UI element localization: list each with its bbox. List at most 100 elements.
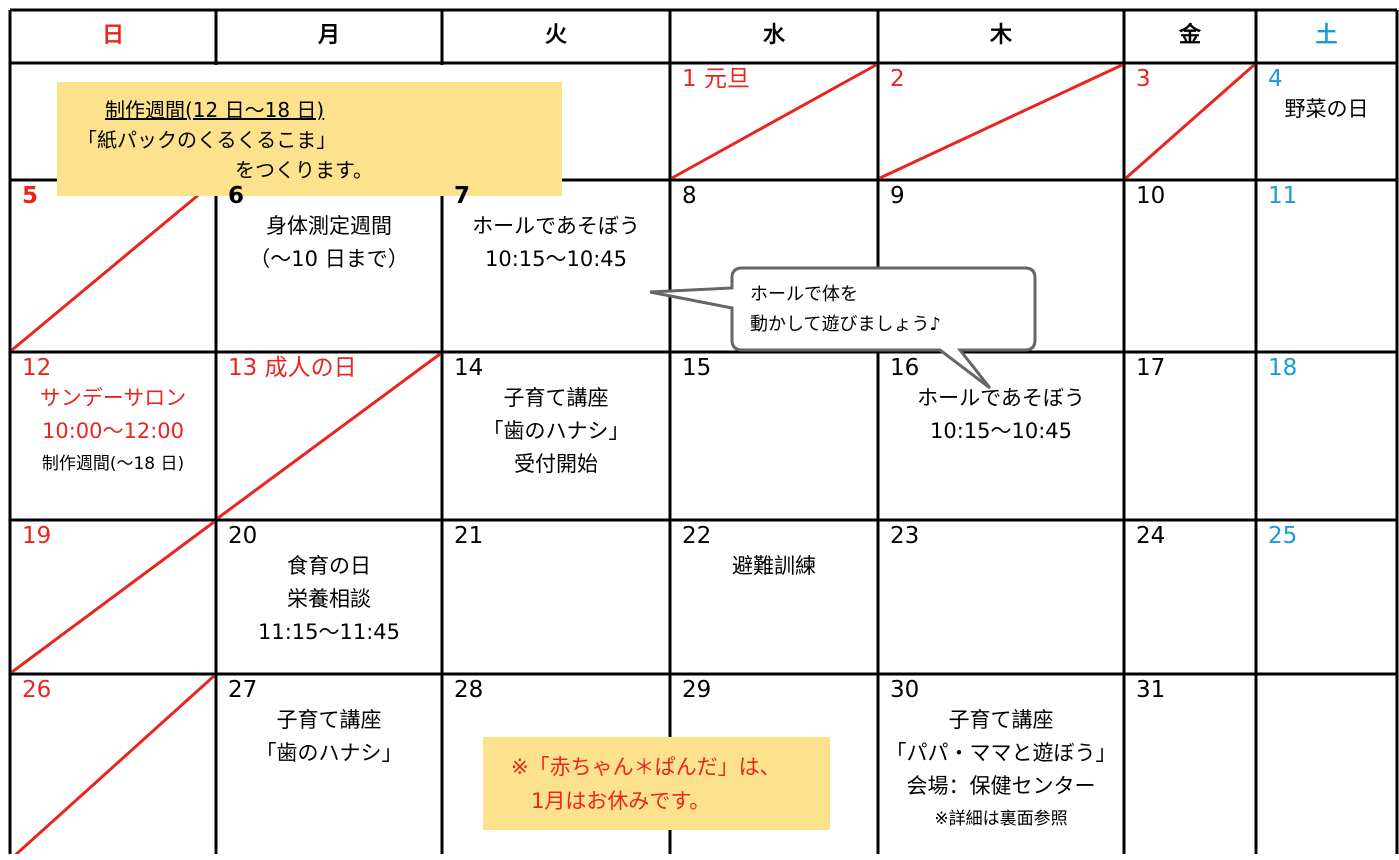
day-number: 23 — [890, 523, 920, 549]
day-cell: 5 — [10, 180, 216, 352]
day-number: 15 — [682, 355, 712, 381]
day-cell: 21 — [442, 520, 670, 674]
day-number: 27 — [228, 677, 258, 703]
day-number: 3 — [1136, 66, 1151, 92]
day-cell: 4 野菜の日 — [1256, 63, 1397, 180]
note-box: 制作週間(12 日～18 日) 「紙パックのくるくるこま」 をつくります。 — [57, 82, 562, 196]
day-cell: 19 — [10, 520, 216, 674]
day-cell: 30 子育て講座「パパ・ママと遊ぼう」 会場：保健センター ※詳細は裏面参照 — [878, 674, 1124, 860]
day-cell: 31 — [1124, 674, 1256, 860]
day-number: 20 — [228, 523, 258, 549]
bubble-text: ホールで体を — [750, 284, 858, 305]
notice-line: 1月はお休みです。 — [531, 789, 711, 813]
day-cell: 17 — [1124, 352, 1256, 520]
day-cell: 9 — [878, 180, 1124, 352]
note-title: 制作週間(12 日～18 日) — [105, 98, 325, 122]
day-number: 9 — [890, 183, 905, 209]
event-text: （～10 日まで） — [249, 247, 409, 271]
day-cell: 12 サンデーサロン 10:00～12:00 制作週間(～18 日) — [10, 352, 216, 520]
note-line: をつくります。 — [235, 158, 373, 182]
day-number: 21 — [454, 523, 484, 549]
day-cell: 28 — [442, 674, 670, 860]
day-number: 6 — [228, 183, 245, 209]
day-number: 10 — [1136, 183, 1166, 209]
day-cell: 7 ホールであそぼう 10:15～10:45 — [442, 180, 670, 352]
event-text: ホールであそぼう — [917, 386, 1085, 410]
event-text: 受付開始 — [514, 452, 598, 476]
note-line: 「紙パックのくるくるこま」 — [77, 128, 337, 152]
event-text: サンデーサロン — [39, 386, 187, 410]
event-text: 10:15～10:45 — [929, 419, 1073, 443]
day-cell: 10 — [1124, 180, 1256, 352]
notice-box: ※「赤ちゃん＊ぱんだ」は、 1月はお休みです。 — [483, 737, 830, 830]
event-text: 「パパ・ママと遊ぼう」 — [885, 741, 1117, 765]
closed-strike — [11, 520, 215, 674]
day-cell: 3 — [1124, 63, 1256, 180]
day-number: 24 — [1136, 523, 1166, 549]
weekday-header: 火 — [544, 23, 567, 48]
day-number: 26 — [22, 677, 52, 703]
day-cell: 15 — [670, 352, 878, 520]
day-cell: 23 — [878, 520, 1124, 674]
day-cell: 29 — [670, 674, 878, 860]
day-cell: 2 — [878, 63, 1124, 180]
closed-strike — [671, 63, 877, 180]
speech-bubble: ホールで体を 動かして遊びましょう♪ — [649, 266, 1037, 390]
event-text: ※詳細は裏面参照 — [934, 809, 1068, 829]
weekday-header: 木 — [989, 23, 1012, 48]
event-text: 10:00～12:00 — [41, 419, 185, 443]
closed-strike — [1125, 63, 1255, 180]
event-text: 制作週間(～18 日) — [41, 454, 185, 474]
event-text: 「歯のハナシ」 — [255, 741, 403, 765]
event-text: 身体測定週間 — [266, 214, 392, 238]
event-text: ホールであそぼう — [472, 214, 640, 238]
day-number: 1 元旦 — [682, 66, 750, 92]
closed-strike — [879, 63, 1123, 180]
closed-strike — [14, 674, 216, 854]
closed-strike — [11, 180, 215, 352]
day-number: 13 成人の日 — [228, 355, 357, 381]
event-text: 子育て講座 — [948, 708, 1054, 732]
event-text: 10:15～10:45 — [484, 247, 628, 271]
event-text: 会場：保健センター — [906, 774, 1096, 798]
notice-line: ※「赤ちゃん＊ぱんだ」は、 — [511, 755, 781, 779]
day-number: 30 — [890, 677, 920, 703]
day-number: 18 — [1268, 355, 1298, 381]
day-cell: 18 — [1256, 352, 1397, 520]
day-cell: 27 子育て講座 「歯のハナシ」 — [216, 674, 442, 860]
day-number: 16 — [890, 355, 920, 381]
day-cell: 26 — [10, 674, 216, 860]
day-number: 5 — [22, 183, 39, 209]
day-cell — [1256, 674, 1397, 860]
day-number: 25 — [1268, 523, 1298, 549]
day-number: 29 — [682, 677, 712, 703]
weekday-header: 月 — [317, 23, 340, 48]
day-number: 14 — [454, 355, 484, 381]
day-cell: 16 ホールであそぼう 10:15～10:45 — [878, 352, 1124, 520]
closed-strike — [217, 352, 441, 520]
weekday-header: 土 — [1315, 23, 1338, 48]
day-cell: 14 子育て講座「歯のハナシ」 受付開始 — [442, 352, 670, 520]
day-number: 4 — [1268, 66, 1283, 92]
day-number: 22 — [682, 523, 712, 549]
event-text: 「歯のハナシ」 — [482, 419, 630, 443]
day-number: 28 — [454, 677, 484, 703]
day-cell: 13 成人の日 — [216, 352, 442, 520]
event-text: 野菜の日 — [1284, 97, 1369, 121]
weekday-header: 金 — [1178, 23, 1201, 48]
day-number: 17 — [1136, 355, 1166, 381]
day-number: 8 — [682, 183, 697, 209]
day-cell: 22 避難訓練 — [670, 520, 878, 674]
day-number: 7 — [454, 183, 471, 209]
day-number: 2 — [890, 66, 905, 92]
day-cell: 6 身体測定週間 （～10 日まで） — [216, 180, 442, 352]
event-text: 子育て講座 — [503, 386, 609, 410]
weekday-header: 水 — [762, 23, 785, 48]
day-number: 11 — [1268, 183, 1298, 209]
day-number: 12 — [22, 355, 52, 381]
day-cell: 8 — [670, 180, 878, 352]
event-text: 11:15～11:45 — [257, 620, 401, 644]
event-text: 食育の日 — [287, 554, 371, 578]
day-number: 19 — [22, 523, 52, 549]
